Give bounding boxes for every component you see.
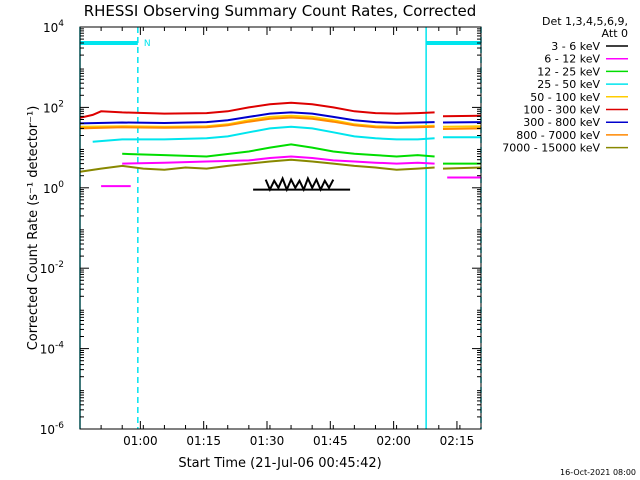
y-tick-base-0: 10 (43, 21, 58, 35)
y-tick-exp-1: 2 (58, 99, 64, 109)
legend-header-1: Att 0 (602, 27, 628, 40)
y-tick-base-2: 10 (43, 182, 58, 196)
legend-label-4: 50 - 100 keV (530, 91, 600, 104)
legend-label-0: 3 - 6 keV (551, 40, 600, 53)
y-tick-base-5: 10 (40, 423, 55, 437)
night-marker: N (144, 39, 151, 49)
series-6-segment-0 (79, 111, 435, 125)
y-tick-base-1: 10 (43, 101, 58, 115)
legend-label-5: 100 - 300 keV (523, 104, 600, 117)
series-5-segment-1 (442, 114, 482, 118)
x-tick-label-4: 02:00 (376, 434, 411, 448)
legend-label-1: 6 - 12 keV (544, 53, 600, 66)
series-0-segment-0 (264, 175, 335, 193)
series-7-segment-1 (442, 127, 482, 130)
legend-label-6: 300 - 800 keV (523, 116, 600, 129)
y-tick-label-1: 102 (43, 99, 64, 115)
plot-area: N (79, 27, 482, 429)
series-8-segment-0 (79, 158, 435, 173)
y-tick-label-4: 10-4 (40, 341, 65, 357)
series-4-segment-1 (442, 125, 482, 128)
y-tick-label-3: 10-2 (40, 260, 64, 276)
legend-label-3: 25 - 50 keV (537, 78, 600, 91)
y-tick-exp-3: -2 (55, 260, 64, 270)
series-4-segment-0 (79, 114, 435, 128)
plot-frame (79, 26, 482, 430)
y-tick-exp-4: -4 (55, 341, 64, 351)
timestamp: 16-Oct-2021 08:00 (560, 468, 636, 477)
series-7-segment-0 (79, 116, 435, 130)
y-tick-exp-0: 4 (58, 19, 64, 29)
y-tick-exp-2: 0 (58, 180, 64, 190)
y-tick-base-3: 10 (40, 262, 55, 276)
y-tick-label-5: 10-6 (40, 421, 65, 437)
series-1-segment-0 (122, 155, 435, 165)
x-tick-label-2: 01:30 (250, 434, 285, 448)
y-tick-label-2: 100 (43, 180, 64, 196)
series-5-segment-0 (79, 101, 435, 119)
y-tick-label-0: 104 (43, 19, 64, 35)
y-tick-exp-5: -6 (55, 421, 64, 431)
y-axis-label: Corrected Count Rate (s⁻¹ detector⁻¹) (26, 106, 41, 351)
series-3-segment-0 (92, 125, 435, 143)
legend-label-7: 800 - 7000 keV (516, 129, 600, 142)
legend-header-0: Det 1,3,4,5,6,9, (542, 15, 628, 28)
x-tick-label-1: 01:15 (186, 434, 221, 448)
legend-label-2: 12 - 25 keV (537, 65, 600, 78)
y-tick-base-4: 10 (40, 343, 55, 357)
series-8-segment-1 (442, 166, 482, 170)
x-axis-label: Start Time (21-Jul-06 00:45:42) (178, 456, 381, 471)
legend-label-8: 7000 - 15000 keV (502, 142, 600, 155)
x-tick-label-3: 01:45 (313, 434, 348, 448)
x-tick-label-5: 02:15 (440, 434, 475, 448)
x-tick-label-0: 01:00 (123, 434, 158, 448)
series-2-segment-0 (122, 143, 435, 158)
chart-title: RHESSI Observing Summary Count Rates, Co… (84, 2, 477, 20)
